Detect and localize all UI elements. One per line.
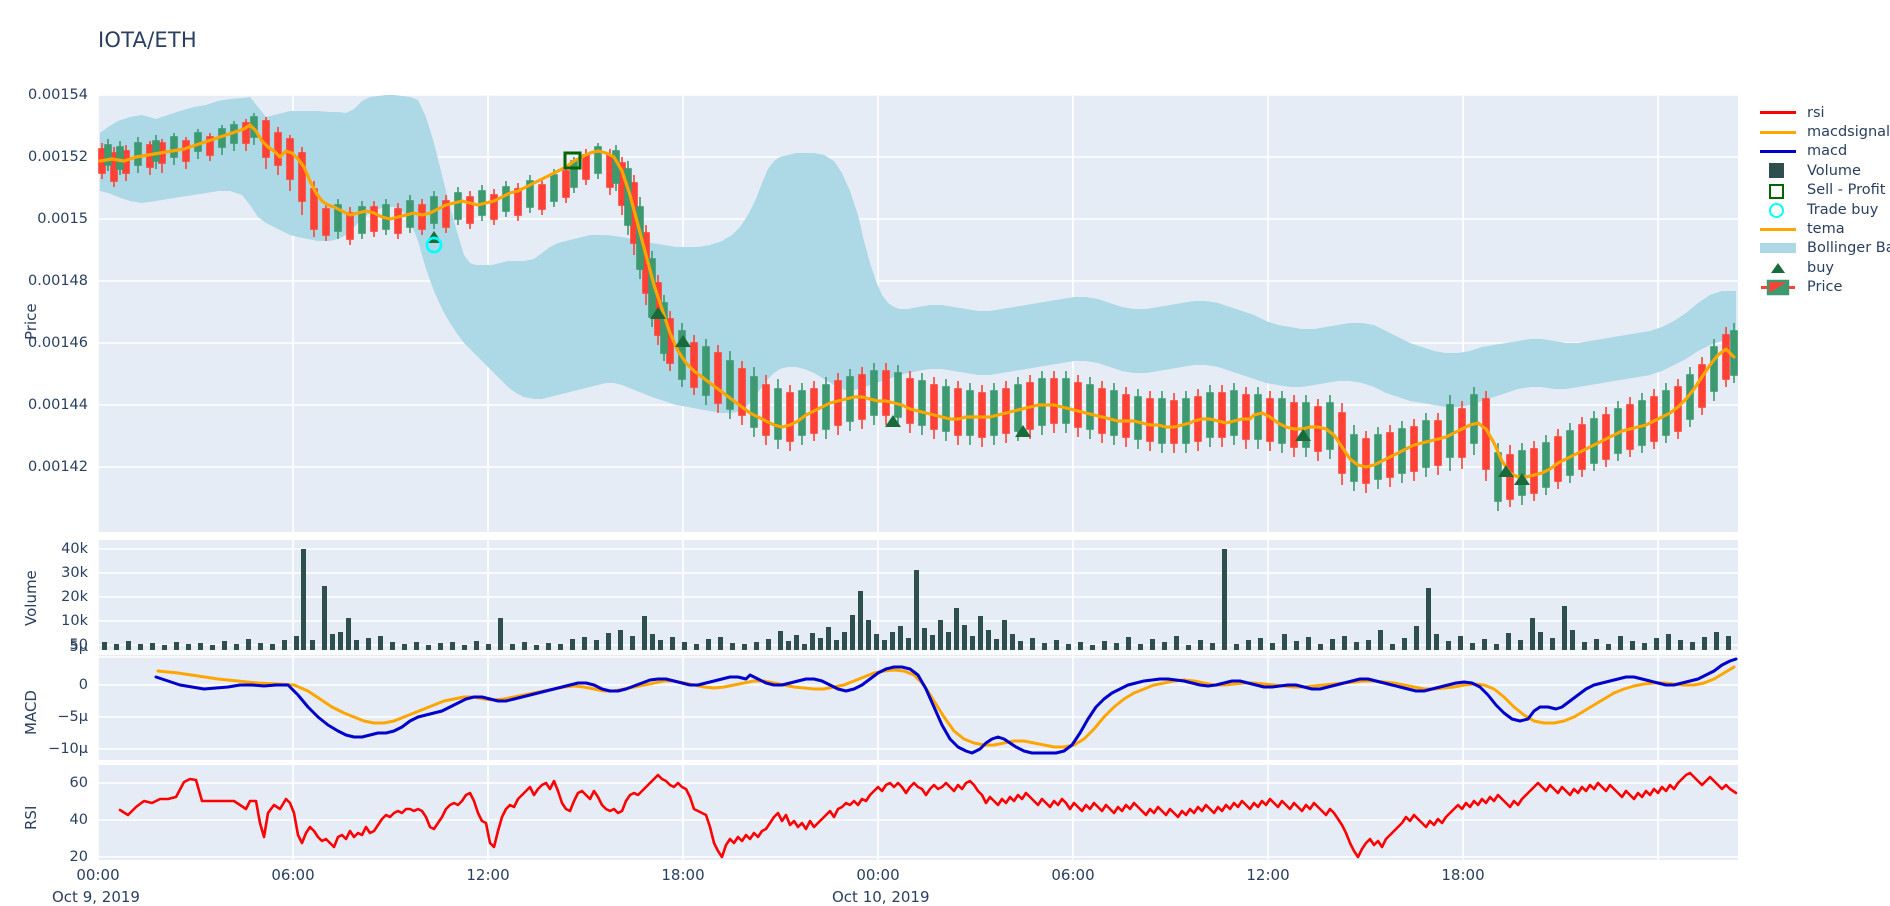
line-swatch-icon [1760, 149, 1796, 153]
volume-vertical-gridlines [98, 540, 1659, 650]
price-ytick: 0.00154 [28, 87, 88, 103]
legend-item-rsi[interactable]: rsi [1758, 103, 1890, 122]
line-swatch-icon [1760, 227, 1796, 231]
volume-bars [102, 549, 1731, 650]
volume-ytick: 10k [61, 613, 88, 629]
xaxis-tick: 06:00 [271, 866, 315, 884]
line-swatch-icon [1760, 130, 1796, 134]
price-ytick: 0.00142 [28, 459, 88, 475]
legend-item-price[interactable]: Price [1758, 278, 1890, 297]
rsi-ytick: 20 [69, 849, 88, 865]
open-circle-icon [1758, 200, 1798, 219]
price-chart-panel[interactable] [98, 95, 1738, 532]
volume-ytick: 30k [61, 565, 88, 581]
line-swatch-icon [1758, 103, 1798, 122]
price-ytick: 0.00152 [28, 149, 88, 165]
legend[interactable]: rsi macdsignal macd Volume Sell - Profit Trad… [1758, 103, 1890, 297]
rsi-vertical-gridlines [98, 765, 1659, 860]
triangle-up-icon [1758, 258, 1798, 277]
xaxis-tick: 12:00 [1246, 866, 1290, 884]
macd-ytick: 0 [78, 677, 88, 693]
volume-chart-panel[interactable] [98, 540, 1738, 650]
square-swatch-icon [1769, 163, 1784, 179]
xaxis-date-label: Oct 10, 2019 [832, 888, 930, 906]
legend-item-label: Bollinger Band [1807, 240, 1890, 257]
price-chart-svg [98, 95, 1738, 532]
macd-ytick: 5µ [69, 639, 88, 655]
volume-ytick: 50 [69, 637, 88, 653]
xaxis-date-label: Oct 9, 2019 [52, 888, 140, 906]
legend-item-macd[interactable]: macd [1758, 142, 1890, 161]
legend-item-sell-profit[interactable]: Sell - Profit [1758, 181, 1890, 200]
macd-chart-panel[interactable] [98, 655, 1738, 760]
xaxis-tick: 06:00 [1051, 866, 1095, 884]
tema-line [98, 123, 1736, 479]
legend-item-label: Sell - Profit [1807, 182, 1886, 199]
line-swatch-icon [1760, 111, 1796, 115]
legend-item-tema[interactable]: tema [1758, 219, 1890, 238]
volume-ytick: 20k [61, 589, 88, 605]
legend-item-label: buy [1807, 259, 1834, 276]
bollinger-band-area [100, 95, 1736, 413]
legend-item-label: rsi [1807, 104, 1825, 121]
line-swatch-icon [1758, 123, 1798, 142]
legend-item-bollinger-band[interactable]: Bollinger Band [1758, 239, 1890, 258]
xaxis-tick: 00:00 [76, 866, 120, 884]
page-title: IOTA/ETH [98, 28, 197, 52]
triangle-up-icon [1771, 262, 1785, 273]
legend-item-label: tema [1807, 221, 1845, 238]
legend-item-macdsignal[interactable]: macdsignal [1758, 122, 1890, 141]
price-ytick: 0.00148 [28, 273, 88, 289]
xaxis-tick: 12:00 [466, 866, 510, 884]
macd-ytick: −10µ [48, 741, 88, 757]
sell-profit-markers[interactable] [563, 151, 582, 170]
legend-item-label: Trade buy [1807, 201, 1879, 218]
candlestick-icon [1761, 279, 1795, 295]
price-ytick: 0.00146 [28, 335, 88, 351]
rsi-ytick: 60 [69, 775, 88, 791]
legend-item-volume[interactable]: Volume [1758, 161, 1890, 180]
open-square-icon [1769, 183, 1784, 199]
band-swatch-icon [1760, 243, 1796, 254]
legend-item-label: Price [1807, 279, 1843, 296]
legend-item-label: macdsignal [1807, 124, 1890, 141]
legend-item-label: macd [1807, 143, 1848, 160]
legend-item-trade-buy[interactable]: Trade buy [1758, 200, 1890, 219]
legend-item-label: Volume [1807, 162, 1861, 179]
square-swatch-icon [1758, 161, 1798, 180]
rsi-line [118, 771, 1738, 859]
legend-item-buy[interactable]: buy [1758, 258, 1890, 277]
macd-line [154, 657, 1738, 755]
band-swatch-icon [1758, 239, 1798, 258]
volume-chart-svg [98, 540, 1738, 650]
xaxis-tick: 00:00 [856, 866, 900, 884]
line-swatch-icon [1758, 220, 1798, 239]
open-circle-icon [1769, 203, 1784, 219]
rsi-chart-svg [98, 765, 1738, 860]
line-swatch-icon [1758, 142, 1798, 161]
price-ytick: 0.00144 [28, 397, 88, 413]
price-ytick: 0.0015 [37, 211, 88, 227]
rsi-chart-panel[interactable] [98, 765, 1738, 860]
trade-buy-markers[interactable] [425, 236, 443, 254]
macd-chart-svg [98, 655, 1738, 760]
open-square-icon [1758, 181, 1798, 200]
rsi-ytick: 40 [69, 812, 88, 828]
xaxis-tick: 18:00 [1441, 866, 1485, 884]
macd-ytick: −5µ [57, 709, 88, 725]
rsi-gridlines [98, 782, 1738, 858]
xaxis-tick: 18:00 [661, 866, 705, 884]
volume-ytick: 40k [61, 541, 88, 557]
candlestick-icon [1758, 278, 1798, 297]
